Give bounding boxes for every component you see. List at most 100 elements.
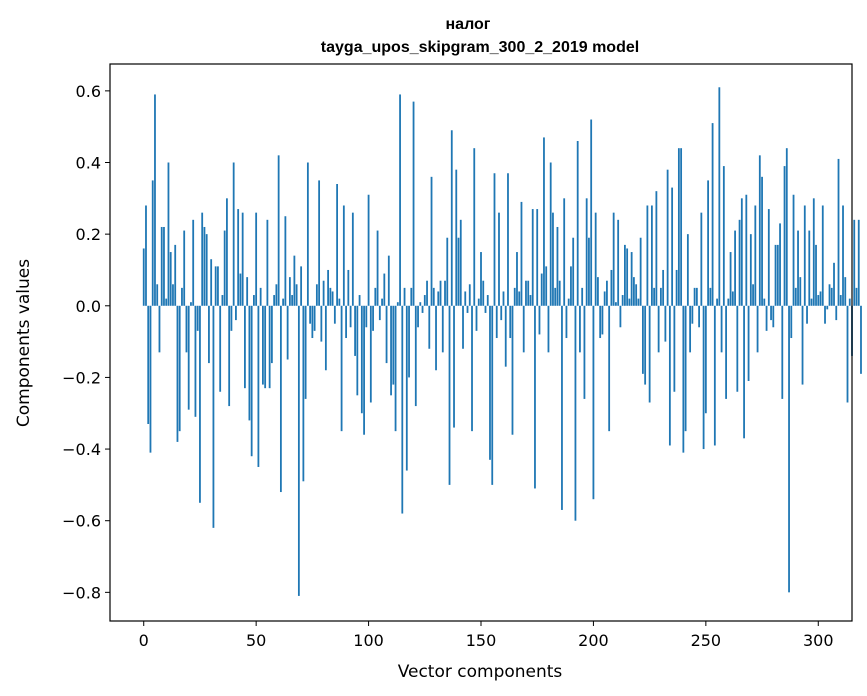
bar [554, 287, 557, 306]
bar [219, 305, 222, 392]
bar [624, 244, 626, 306]
bar [583, 305, 586, 399]
bar [228, 305, 231, 407]
x-tick-label: 250 [691, 631, 722, 650]
bar [255, 212, 258, 306]
bar [383, 273, 386, 306]
bar [367, 194, 370, 306]
bar [196, 305, 199, 331]
bar [781, 305, 784, 399]
bar [727, 298, 730, 306]
bar [498, 212, 500, 306]
bar [300, 266, 303, 306]
bar [702, 305, 705, 450]
bar [232, 162, 235, 306]
bar [250, 305, 253, 457]
bar [262, 305, 264, 385]
bar [830, 287, 833, 306]
bar [817, 295, 820, 306]
bar [306, 162, 309, 306]
bar [282, 298, 285, 306]
bar [435, 305, 437, 371]
chart-subtitle: tayga_upos_skipgram_300_2_2019 model [321, 39, 639, 56]
bar [327, 269, 329, 306]
bar [565, 305, 568, 339]
bar [270, 305, 273, 364]
bar [543, 137, 545, 306]
bar [450, 130, 453, 306]
bar [736, 305, 739, 392]
bar [713, 305, 716, 446]
bar [650, 205, 653, 306]
bar [358, 295, 361, 306]
bar [527, 280, 530, 306]
bar [142, 248, 145, 306]
bar [288, 277, 291, 306]
bar [432, 287, 435, 306]
bar [396, 302, 399, 306]
bar [561, 305, 563, 510]
bar [734, 230, 736, 306]
bar [637, 298, 640, 306]
bar [520, 201, 523, 306]
bar [471, 305, 473, 432]
bar [608, 305, 611, 432]
bar [167, 162, 170, 306]
y-tick-label: −0.2 [62, 368, 101, 387]
y-tick-label: 0.4 [76, 154, 101, 173]
bar [646, 205, 649, 306]
bar [826, 305, 829, 310]
bar [579, 305, 581, 353]
bar [448, 305, 451, 485]
bar [511, 305, 514, 435]
bar [545, 266, 548, 306]
bar [704, 305, 707, 414]
bar [484, 305, 487, 313]
bar [531, 209, 534, 306]
bar [156, 284, 159, 306]
bar [320, 305, 323, 342]
bar [574, 305, 577, 521]
bar [599, 305, 602, 339]
bar [241, 212, 244, 306]
bar [318, 180, 321, 306]
bar [686, 234, 689, 306]
bar [441, 305, 444, 353]
bar [743, 305, 745, 439]
bar [664, 305, 667, 342]
y-tick-label: −0.8 [62, 583, 101, 602]
bar [428, 305, 431, 349]
bar [853, 219, 856, 306]
bar [653, 287, 656, 306]
bar [437, 291, 440, 306]
bar [747, 305, 750, 381]
bar [675, 269, 678, 306]
bar [235, 305, 237, 321]
bar [399, 94, 401, 306]
x-tick-label: 150 [466, 631, 497, 650]
bar [426, 280, 428, 306]
bar [205, 234, 208, 306]
bar [322, 280, 325, 306]
bar [720, 305, 723, 353]
bar [626, 248, 629, 306]
bar [567, 298, 570, 306]
bar [453, 305, 455, 428]
bar [597, 277, 599, 306]
bar [756, 305, 759, 353]
bar [547, 305, 550, 353]
y-tick-label: −0.6 [62, 512, 101, 531]
bar [677, 148, 680, 306]
bar [410, 287, 413, 306]
bar [365, 305, 368, 328]
bar [821, 205, 824, 306]
bar [518, 291, 521, 306]
bar [581, 287, 584, 306]
x-tick-label: 100 [353, 631, 384, 650]
bar [590, 119, 593, 306]
bar [592, 305, 595, 500]
bar [833, 262, 835, 306]
bar [504, 305, 507, 367]
bar [372, 305, 374, 331]
